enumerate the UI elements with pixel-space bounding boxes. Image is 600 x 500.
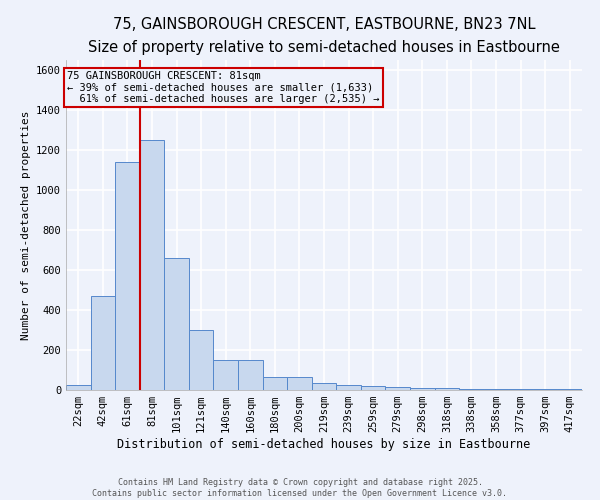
Bar: [115, 162, 140, 390]
Bar: [66, 385, 91, 390]
Bar: [385, 387, 410, 390]
Bar: [434, 388, 459, 390]
Bar: [189, 330, 214, 390]
Bar: [238, 360, 263, 390]
Bar: [263, 377, 287, 390]
Bar: [287, 377, 312, 390]
Text: 75 GAINSBOROUGH CRESCENT: 81sqm
← 39% of semi-detached houses are smaller (1,633: 75 GAINSBOROUGH CRESCENT: 81sqm ← 39% of…: [67, 71, 380, 104]
Y-axis label: Number of semi-detached properties: Number of semi-detached properties: [20, 110, 31, 340]
Bar: [336, 385, 361, 390]
Bar: [484, 389, 508, 390]
Bar: [459, 389, 484, 390]
Bar: [410, 388, 434, 390]
Bar: [164, 258, 189, 390]
X-axis label: Distribution of semi-detached houses by size in Eastbourne: Distribution of semi-detached houses by …: [118, 438, 530, 451]
Bar: [140, 140, 164, 390]
Bar: [91, 296, 115, 390]
Title: 75, GAINSBOROUGH CRESCENT, EASTBOURNE, BN23 7NL
Size of property relative to sem: 75, GAINSBOROUGH CRESCENT, EASTBOURNE, B…: [88, 18, 560, 54]
Bar: [214, 360, 238, 390]
Bar: [312, 383, 336, 390]
Text: Contains HM Land Registry data © Crown copyright and database right 2025.
Contai: Contains HM Land Registry data © Crown c…: [92, 478, 508, 498]
Bar: [361, 386, 385, 390]
